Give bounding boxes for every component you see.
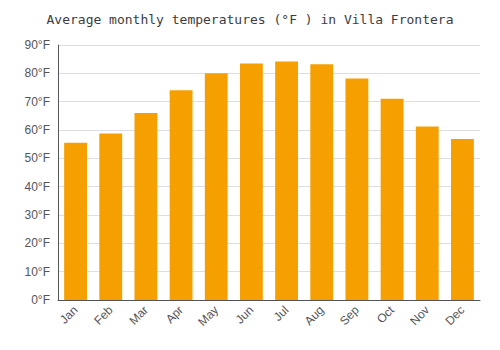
svg-text:40°F: 40°F — [25, 180, 50, 194]
svg-text:60°F: 60°F — [25, 123, 50, 137]
svg-text:Nov: Nov — [407, 303, 432, 328]
svg-text:Jan: Jan — [57, 303, 81, 327]
svg-text:Sep: Sep — [337, 303, 362, 328]
svg-text:Jul: Jul — [271, 303, 292, 324]
svg-text:90°F: 90°F — [25, 38, 50, 52]
svg-text:20°F: 20°F — [25, 236, 50, 250]
svg-text:Aug: Aug — [302, 303, 327, 328]
svg-text:50°F: 50°F — [25, 151, 50, 165]
svg-text:Mar: Mar — [126, 303, 151, 327]
svg-text:10°F: 10°F — [25, 265, 50, 279]
svg-text:May: May — [195, 303, 221, 329]
svg-text:80°F: 80°F — [25, 66, 50, 80]
svg-text:70°F: 70°F — [25, 95, 50, 109]
svg-text:Average monthly temperatures (: Average monthly temperatures (°F ) in Vi… — [47, 12, 454, 27]
svg-text:0°F: 0°F — [31, 293, 50, 307]
svg-text:Dec: Dec — [442, 303, 467, 328]
svg-text:Jun: Jun — [233, 303, 257, 327]
svg-text:Feb: Feb — [91, 303, 116, 328]
svg-text:Apr: Apr — [163, 303, 186, 326]
svg-text:Oct: Oct — [374, 303, 398, 327]
svg-text:30°F: 30°F — [25, 208, 50, 222]
